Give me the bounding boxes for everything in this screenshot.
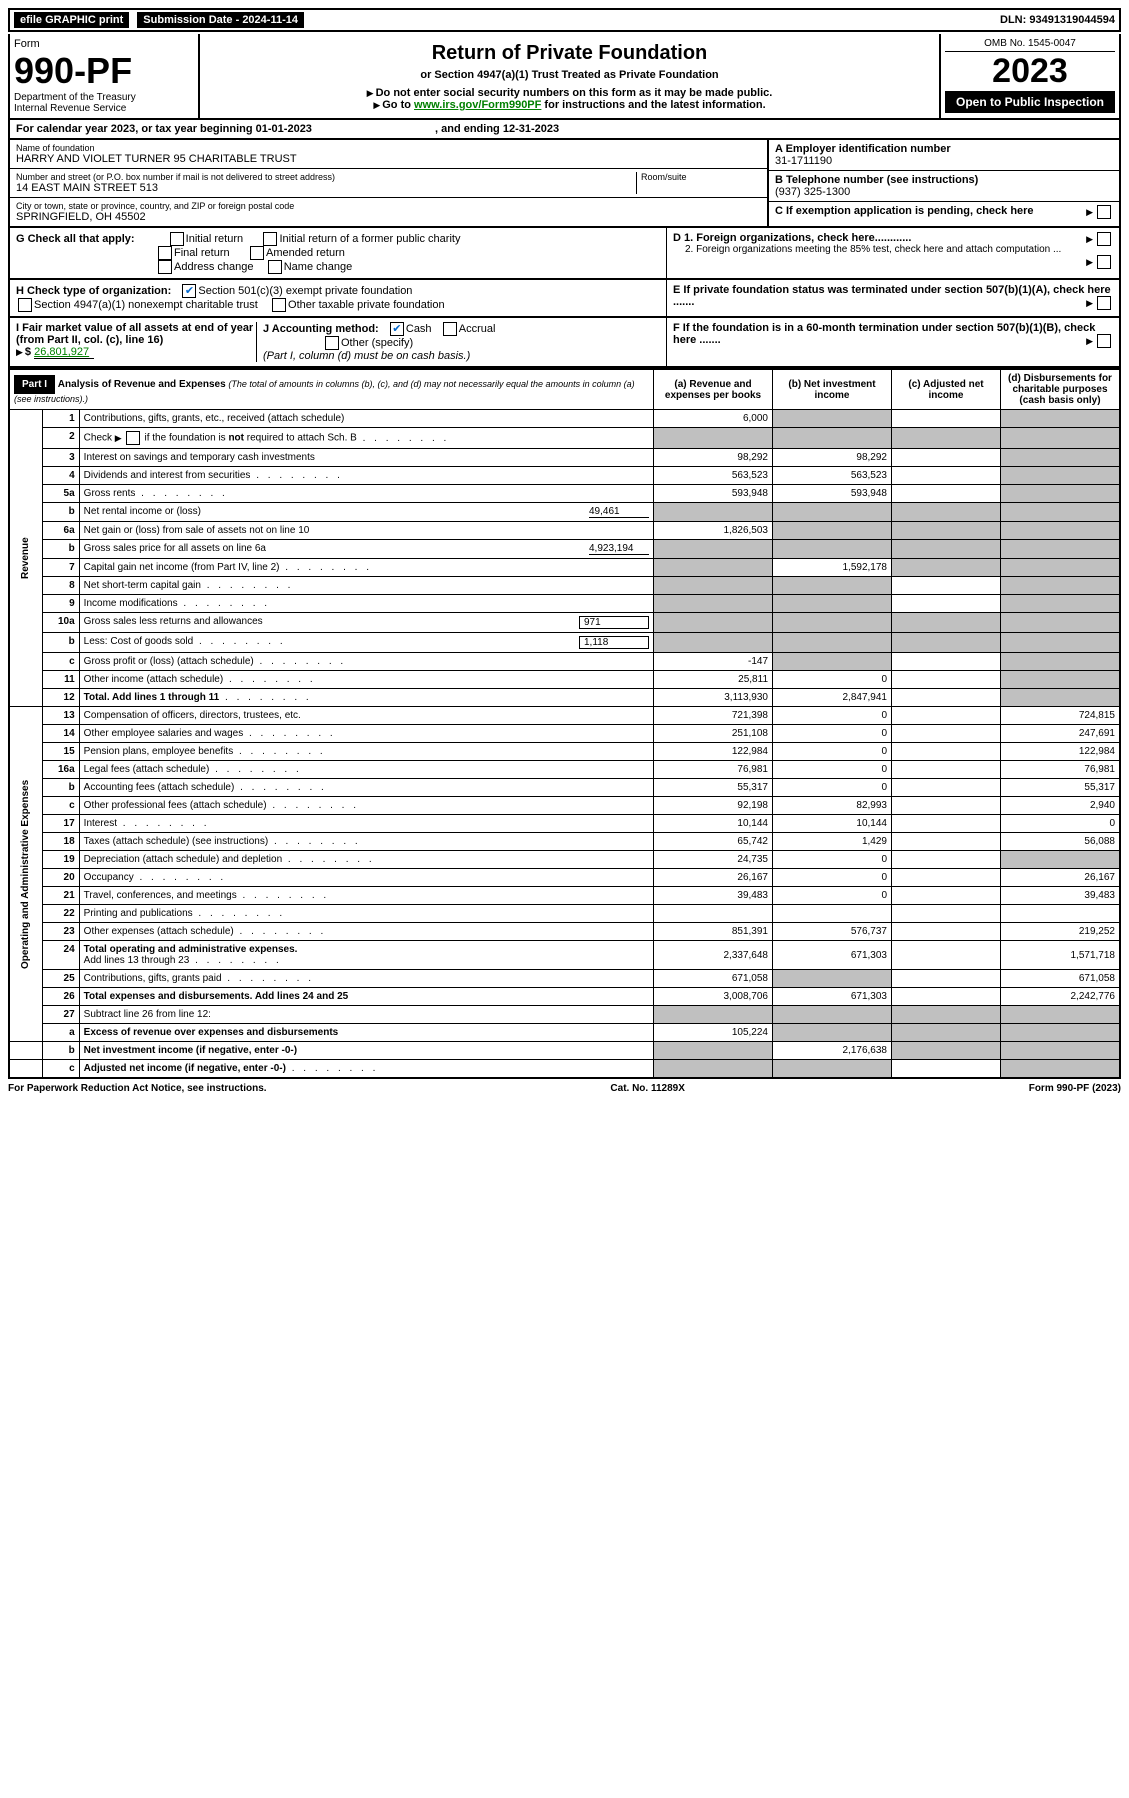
open-public-badge: Open to Public Inspection [945, 91, 1115, 113]
part1-label: Part I [14, 375, 55, 394]
form-number: 990-PF [14, 50, 194, 92]
efile-print-button[interactable]: efile GRAPHIC print [14, 12, 129, 28]
foundation-name: HARRY AND VIOLET TURNER 95 CHARITABLE TR… [16, 153, 761, 165]
irs-label: Internal Revenue Service [14, 103, 194, 114]
phone: (937) 325-1300 [775, 186, 1113, 198]
dln: DLN: 93491319044594 [1000, 14, 1115, 26]
form-word: Form [14, 38, 194, 50]
revenue-label: Revenue [9, 410, 42, 707]
dept-label: Department of the Treasury [14, 92, 194, 103]
form-title: Return of Private Foundation [204, 42, 935, 65]
section-ij: I Fair market value of all assets at end… [8, 318, 1121, 368]
form-header: Form 990-PF Department of the Treasury I… [8, 34, 1121, 120]
h-501c3-checkbox[interactable] [182, 284, 196, 298]
fmv-value[interactable]: 26,801,927 [34, 346, 94, 359]
c-checkbox[interactable] [1097, 205, 1111, 219]
expenses-label: Operating and Administrative Expenses [9, 707, 42, 1042]
street-address: 14 EAST MAIN STREET 513 [16, 182, 636, 194]
info-grid: Name of foundation HARRY AND VIOLET TURN… [8, 140, 1121, 228]
section-g: G Check all that apply: Initial return I… [8, 228, 1121, 280]
section-h: H Check type of organization: Section 50… [8, 280, 1121, 318]
footer: For Paperwork Reduction Act Notice, see … [8, 1083, 1121, 1094]
form-subtitle: or Section 4947(a)(1) Trust Treated as P… [204, 69, 935, 81]
note-ssn: Do not enter social security numbers on … [376, 87, 773, 99]
instructions-link[interactable]: www.irs.gov/Form990PF [414, 99, 541, 111]
ein: 31-1711190 [775, 155, 1113, 167]
city-state-zip: SPRINGFIELD, OH 45502 [16, 211, 761, 223]
calendar-year-row: For calendar year 2023, or tax year begi… [8, 120, 1121, 140]
j-cash-checkbox[interactable] [390, 322, 404, 336]
omb-no: OMB No. 1545-0047 [945, 38, 1115, 52]
submission-date: Submission Date - 2024-11-14 [137, 12, 304, 28]
part1-table: Part I Analysis of Revenue and Expenses … [8, 368, 1121, 1079]
tax-year: 2023 [945, 52, 1115, 91]
top-bar: efile GRAPHIC print Submission Date - 20… [8, 8, 1121, 32]
